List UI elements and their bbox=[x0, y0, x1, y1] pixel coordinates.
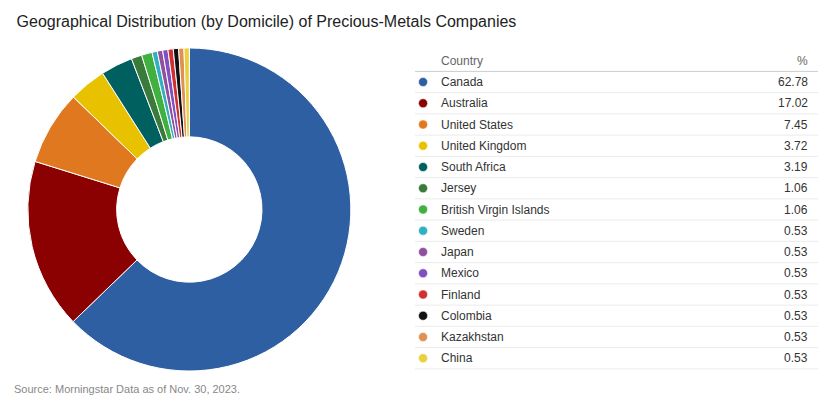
svg-text:%: % bbox=[797, 54, 808, 68]
svg-text:British Virgin Islands: British Virgin Islands bbox=[441, 203, 550, 217]
svg-text:7.45: 7.45 bbox=[784, 118, 808, 132]
svg-text:3.19: 3.19 bbox=[784, 160, 808, 174]
svg-text:United States: United States bbox=[441, 118, 513, 132]
svg-text:China: China bbox=[441, 351, 473, 365]
svg-text:South Africa: South Africa bbox=[441, 160, 506, 174]
svg-text:0.53: 0.53 bbox=[784, 266, 808, 280]
svg-text:0.53: 0.53 bbox=[784, 245, 808, 259]
svg-text:Australia: Australia bbox=[441, 96, 488, 110]
svg-text:Geographical Distribution (by: Geographical Distribution (by Domicile) … bbox=[17, 13, 517, 30]
svg-text:Canada: Canada bbox=[441, 75, 483, 89]
svg-text:Japan: Japan bbox=[441, 245, 474, 259]
svg-text:Finland: Finland bbox=[441, 288, 480, 302]
svg-text:0.53: 0.53 bbox=[784, 330, 808, 344]
svg-text:0.53: 0.53 bbox=[784, 288, 808, 302]
svg-text:Country: Country bbox=[441, 54, 483, 68]
svg-text:Mexico: Mexico bbox=[441, 266, 479, 280]
svg-text:Source: Morningstar Data as of: Source: Morningstar Data as of Nov. 30, … bbox=[14, 383, 240, 395]
svg-text:62.78: 62.78 bbox=[778, 75, 808, 89]
svg-text:United Kingdom: United Kingdom bbox=[441, 139, 526, 153]
svg-text:0.53: 0.53 bbox=[784, 224, 808, 238]
svg-text:Sweden: Sweden bbox=[441, 224, 484, 238]
svg-text:Colombia: Colombia bbox=[441, 309, 492, 323]
svg-text:Jersey: Jersey bbox=[441, 181, 476, 195]
svg-text:3.72: 3.72 bbox=[784, 139, 808, 153]
svg-text:0.53: 0.53 bbox=[784, 351, 808, 365]
svg-text:1.06: 1.06 bbox=[784, 203, 808, 217]
svg-text:1.06: 1.06 bbox=[784, 181, 808, 195]
svg-text:17.02: 17.02 bbox=[778, 96, 808, 110]
svg-text:Kazakhstan: Kazakhstan bbox=[441, 330, 504, 344]
svg-text:0.53: 0.53 bbox=[784, 309, 808, 323]
